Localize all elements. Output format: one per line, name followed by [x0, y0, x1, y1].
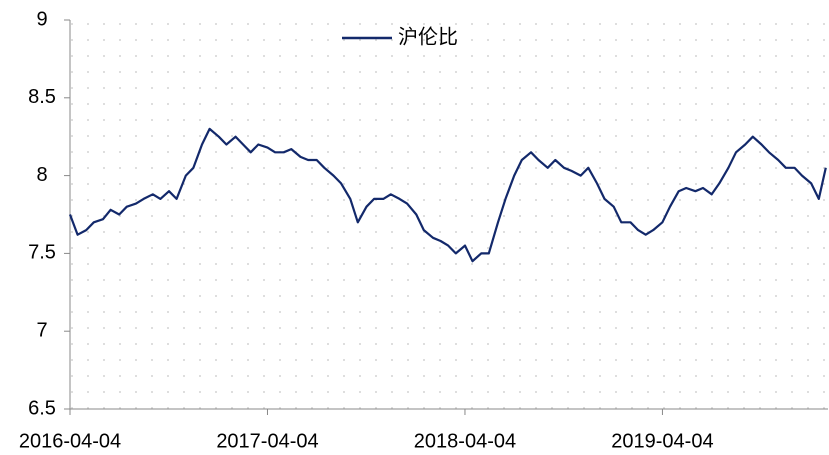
- y-tick-label: 8: [36, 164, 47, 186]
- plot-background: [70, 20, 828, 409]
- y-tick-label: 8.5: [28, 86, 56, 108]
- legend-label: 沪伦比: [398, 25, 458, 48]
- y-tick-label: 9: [36, 8, 47, 30]
- y-tick-label: 7.5: [28, 242, 56, 264]
- x-tick-label: 2017-04-04: [216, 430, 318, 452]
- x-tick-label: 2018-04-04: [414, 430, 516, 452]
- series-line: [68, 127, 827, 263]
- x-tick-label: 2016-04-04: [19, 430, 121, 452]
- y-tick-label: 7: [36, 319, 47, 341]
- x-tick-label: 2019-04-04: [611, 430, 713, 452]
- y-tick-label: 6.5: [28, 397, 56, 419]
